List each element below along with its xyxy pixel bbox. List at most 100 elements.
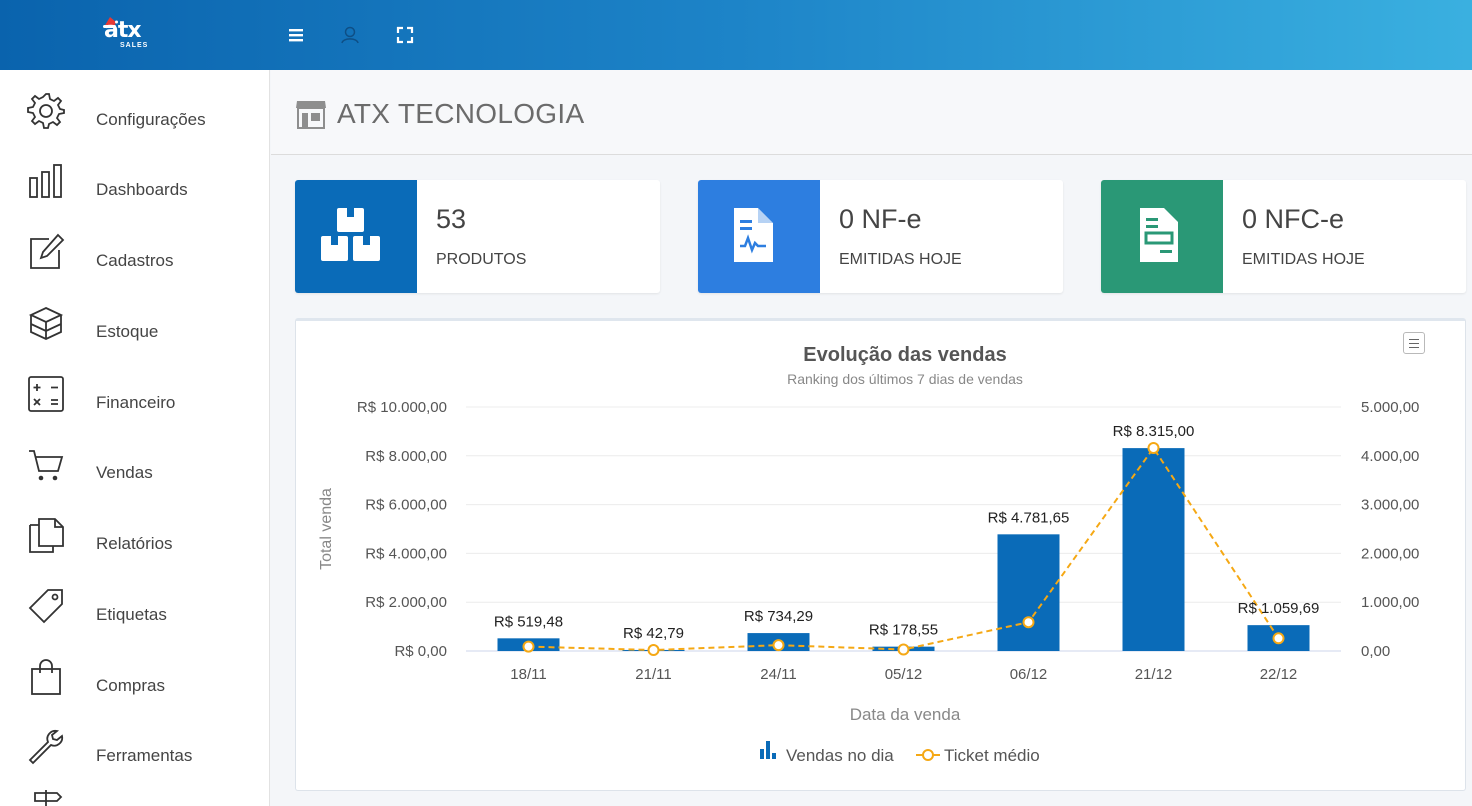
legend-label-vendas: Vendas no dia	[786, 746, 894, 765]
card-label: PRODUTOS	[436, 251, 527, 268]
bar-data-label: R$ 42,79	[623, 625, 684, 642]
sidebar-item-label: Financeiro	[96, 393, 176, 412]
x-tick-label: 21/11	[635, 666, 671, 683]
chart-subtitle: Ranking dos últimos 7 dias de vendas	[787, 371, 1023, 387]
card-label: EMITIDAS HOJE	[1242, 251, 1365, 268]
bar[interactable]	[997, 534, 1060, 651]
y-tick-label: R$ 6.000,00	[365, 497, 447, 514]
y-tick-label: R$ 8.000,00	[365, 448, 447, 465]
bar[interactable]	[1122, 448, 1185, 651]
card-nfe[interactable]: 0 NF-e EMITIDAS HOJE	[698, 180, 1063, 293]
cart-icon	[29, 450, 64, 481]
bar-chart-icon	[29, 164, 62, 198]
sidebar-item-label: Estoque	[96, 322, 159, 341]
card-value: 0 NFC-e	[1242, 204, 1345, 234]
legend-item-vendas[interactable]: Vendas no dia	[760, 741, 894, 765]
sales-chart: Evolução das vendas Ranking dos últimos …	[318, 344, 1419, 765]
y2-tick-label: 5.000,00	[1361, 399, 1419, 416]
edit-icon	[30, 233, 65, 269]
card-icon-box	[698, 180, 820, 293]
store-icon	[296, 101, 326, 129]
y-tick-label: R$ 4.000,00	[365, 545, 447, 562]
y2-tick-label: 4.000,00	[1361, 448, 1419, 465]
y-tick-label: R$ 2.000,00	[365, 594, 447, 611]
shopping-bag-icon	[31, 659, 61, 695]
sidebar-item-label: Compras	[96, 676, 165, 695]
sidebar-item-cadastros[interactable]: Cadastros	[0, 221, 269, 281]
documents-icon	[29, 518, 64, 553]
line-point[interactable]	[522, 640, 535, 653]
sidebar-item-estoque[interactable]: Estoque	[0, 292, 269, 352]
sidebar-item-label: Ferramentas	[96, 746, 193, 765]
y2-tick-label: 0,00	[1361, 643, 1390, 660]
y2-tick-label: 2.000,00	[1361, 545, 1419, 562]
card-value: 53	[436, 204, 467, 234]
logo-subtitle: SALES	[120, 42, 149, 49]
card-produtos[interactable]: 53 PRODUTOS	[295, 180, 660, 293]
sidebar-item-label: Vendas	[96, 463, 153, 482]
boxes-icon	[321, 208, 380, 261]
sidebar: Configurações Dashboards Cadastros Estoq…	[0, 70, 270, 806]
y-tick-label: R$ 0,00	[394, 643, 447, 660]
card-label: EMITIDAS HOJE	[839, 251, 962, 268]
bar-data-label: R$ 178,55	[869, 622, 938, 639]
sidebar-item-label: Cadastros	[96, 251, 174, 270]
x-tick-label: 18/11	[510, 666, 546, 683]
user-icon[interactable]	[337, 22, 363, 48]
bar-data-label: R$ 8.315,00	[1113, 423, 1195, 440]
sidebar-item-relatorios[interactable]: Relatórios	[0, 504, 269, 564]
line-point[interactable]	[772, 639, 785, 652]
invoice-icon	[734, 208, 773, 262]
y-tick-label: R$ 10.000,00	[357, 399, 447, 416]
card-value: 0 NF-e	[839, 204, 922, 234]
fullscreen-icon[interactable]	[392, 22, 418, 48]
calculator-icon	[28, 376, 64, 412]
y2-tick-label: 1.000,00	[1361, 594, 1419, 611]
sidebar-item-vendas[interactable]: Vendas	[0, 433, 269, 493]
sidebar-item-configuracoes[interactable]: Configurações	[0, 80, 269, 140]
legend-label-ticket: Ticket médio	[944, 746, 1040, 765]
sidebar-item-label: Etiquetas	[96, 605, 167, 624]
x-tick-label: 05/12	[885, 666, 923, 683]
page-title: ATX TECNOLOGIA	[337, 98, 585, 129]
receipt-icon	[1140, 208, 1178, 262]
bar-data-label: R$ 1.059,69	[1238, 600, 1320, 617]
chart-menu-button[interactable]	[1403, 332, 1425, 354]
x-tick-label: 21/12	[1135, 666, 1173, 683]
sidebar-item-label: Dashboards	[96, 180, 188, 199]
card-icon-box	[1101, 180, 1223, 293]
sidebar-item-ferramentas[interactable]: Ferramentas	[0, 716, 269, 776]
santa-hat-icon	[103, 17, 118, 28]
x-tick-label: 06/12	[1010, 666, 1048, 683]
y2-tick-label: 3.000,00	[1361, 497, 1419, 514]
card-nfce[interactable]: 0 NFC-e EMITIDAS HOJE	[1101, 180, 1466, 293]
sidebar-item-label: Configurações	[96, 110, 206, 129]
line-point[interactable]	[1022, 616, 1035, 629]
boxes-icon	[28, 307, 64, 340]
card-icon-box	[295, 180, 417, 293]
x-axis-title: Data da venda	[850, 705, 961, 724]
menu-icon[interactable]	[283, 22, 309, 48]
y-axis-title: Total venda	[318, 488, 335, 570]
top-bar: atx SALES	[0, 0, 1472, 70]
line-point[interactable]	[1147, 441, 1160, 454]
page-header: ATX TECNOLOGIA	[271, 70, 1472, 155]
legend-item-ticket[interactable]: Ticket médio	[916, 746, 1040, 765]
line-point[interactable]	[897, 643, 910, 656]
bar-data-label: R$ 519,48	[494, 613, 563, 630]
gear-icon	[27, 93, 65, 129]
x-tick-label: 24/11	[760, 666, 796, 683]
line-point[interactable]	[647, 644, 660, 657]
x-tick-label: 22/12	[1260, 666, 1298, 683]
bar-data-label: R$ 4.781,65	[988, 509, 1070, 526]
sidebar-item-dashboards[interactable]: Dashboards	[0, 150, 269, 210]
brand-logo[interactable]: atx SALES	[100, 16, 164, 56]
sidebar-item-financeiro[interactable]: Financeiro	[0, 363, 269, 423]
sidebar-item-signpost[interactable]	[0, 780, 269, 806]
sidebar-item-compras[interactable]: Compras	[0, 646, 269, 706]
tag-icon	[28, 589, 63, 624]
sidebar-item-etiquetas[interactable]: Etiquetas	[0, 575, 269, 635]
line-point[interactable]	[1272, 632, 1285, 645]
bar-data-label: R$ 734,29	[744, 608, 813, 625]
chart-legend: Vendas no dia Ticket médio	[760, 741, 1040, 765]
